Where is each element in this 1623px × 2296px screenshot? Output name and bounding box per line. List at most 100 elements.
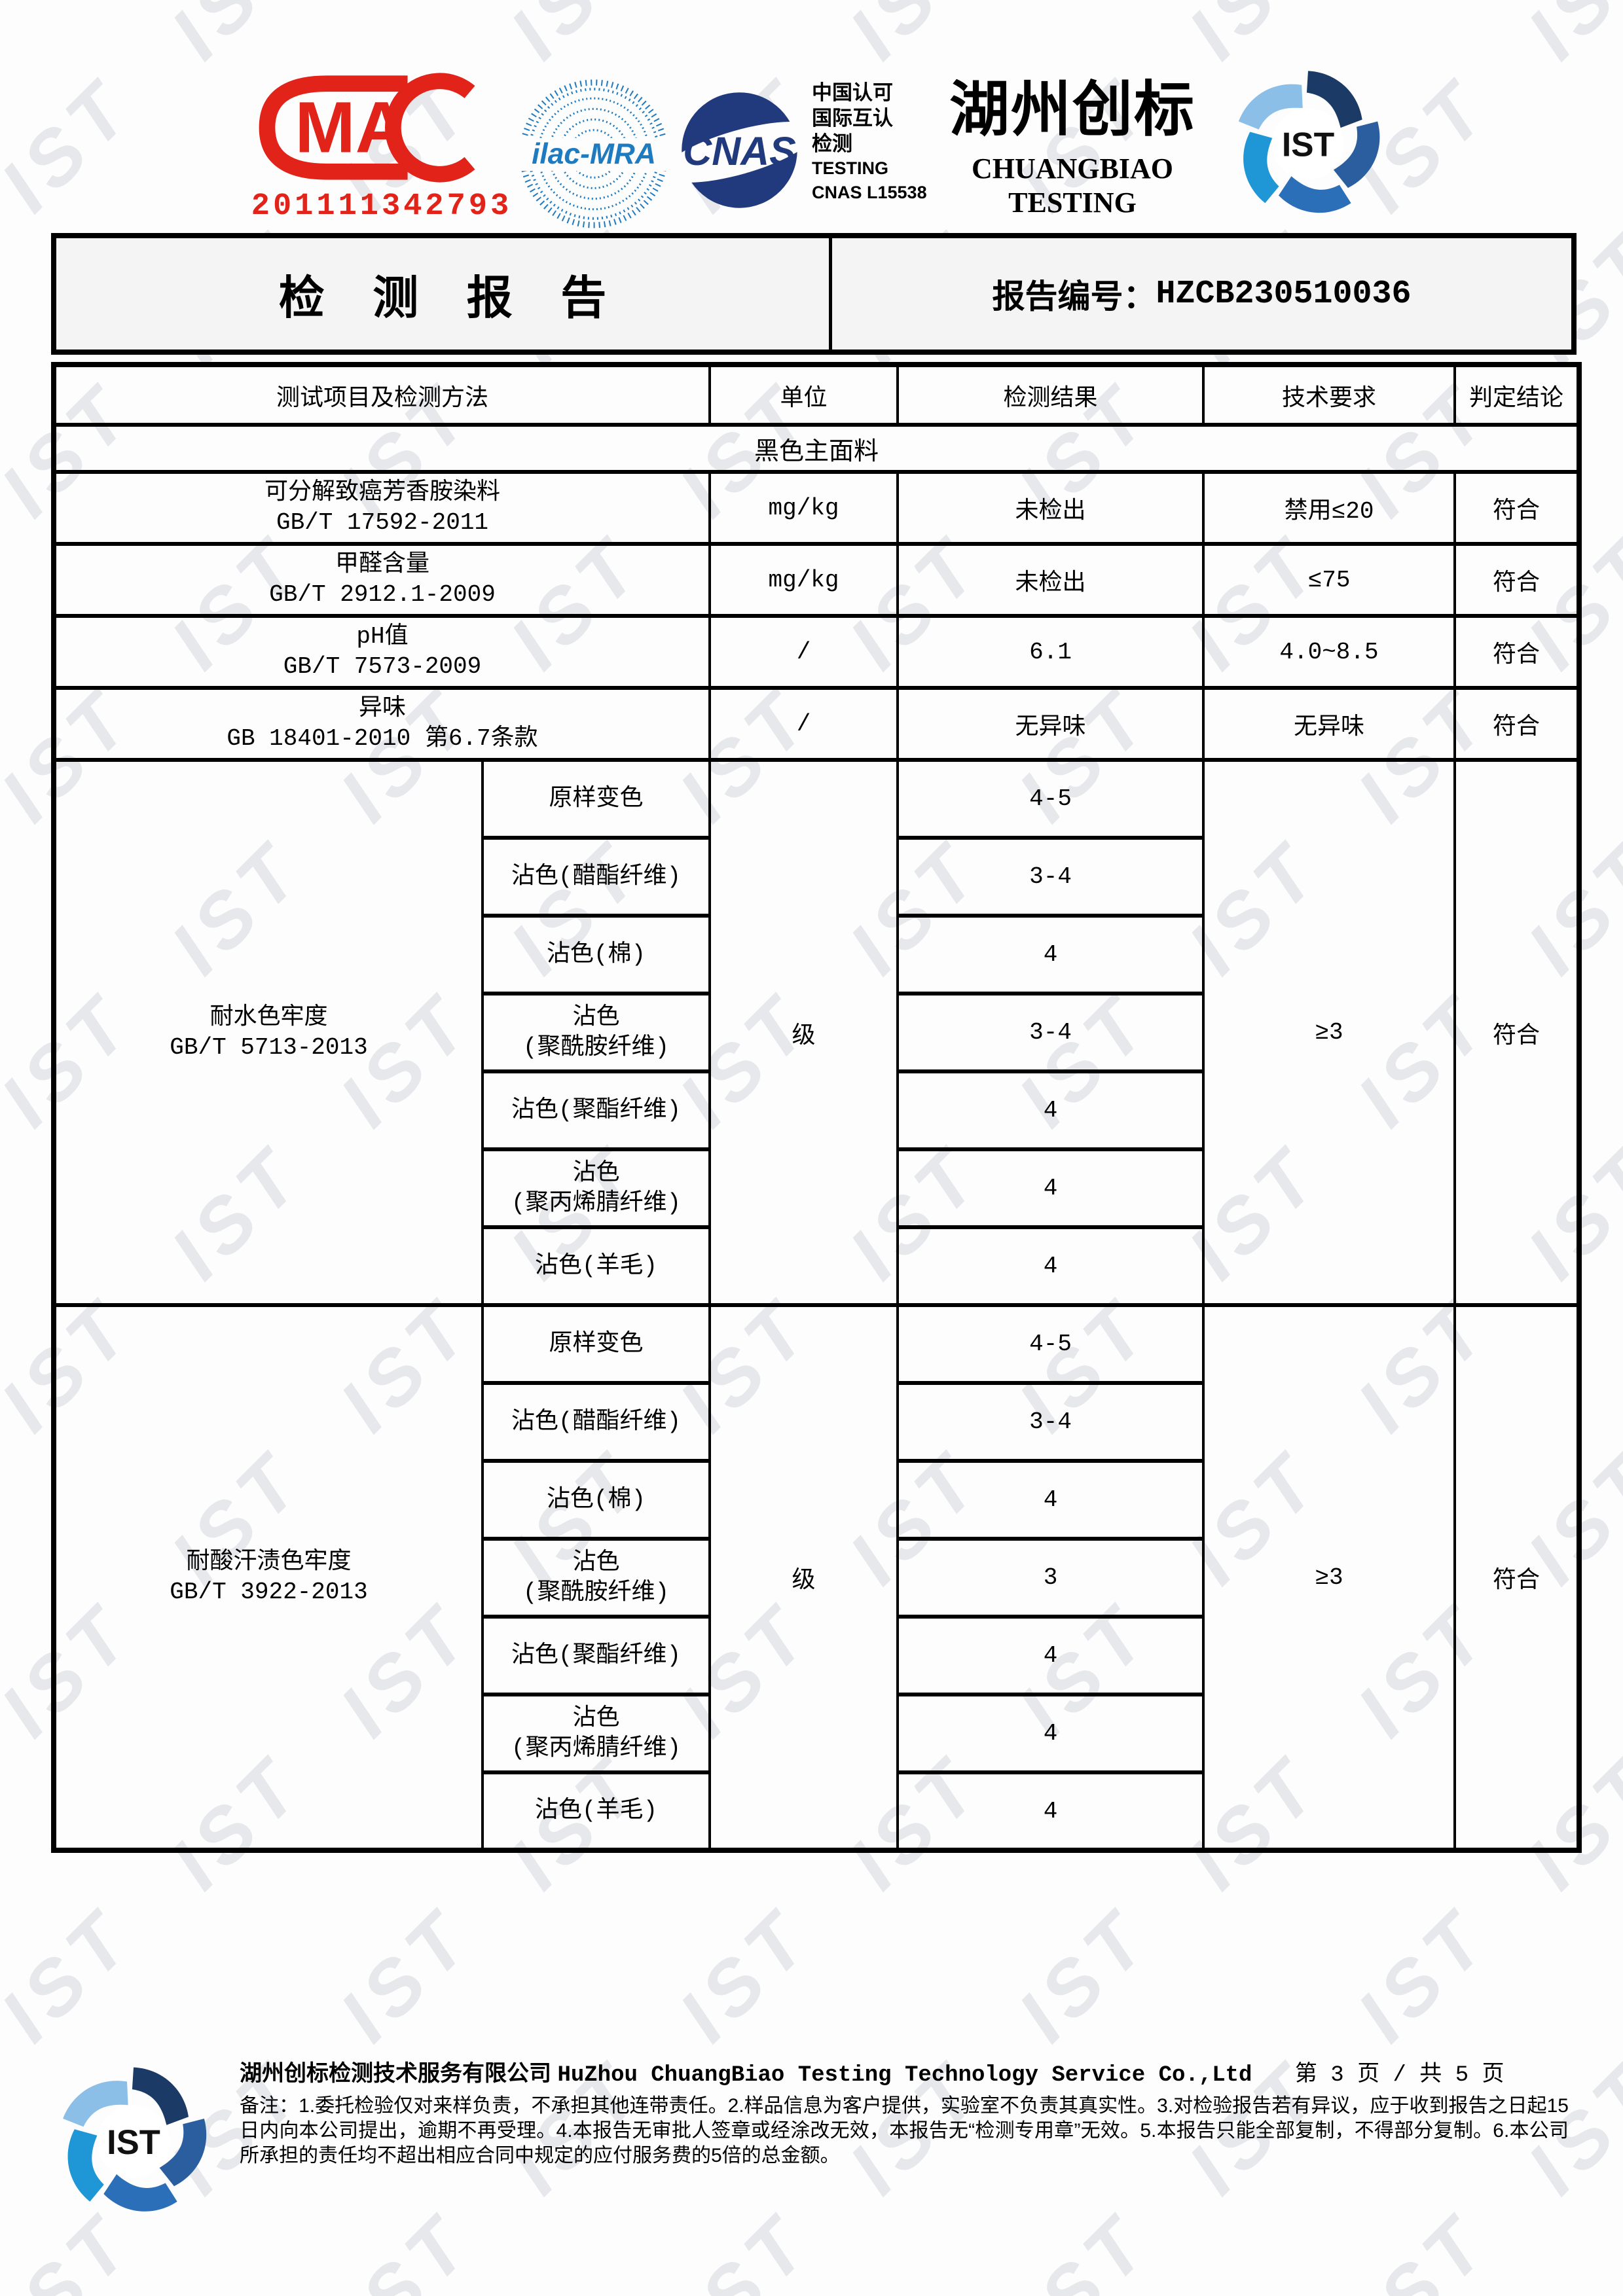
column-header-requirement: 技术要求 [1202,363,1457,427]
result-cell: 4 [896,1693,1205,1774]
table-row: 耐酸汗渍色牢度 GB/T 3922-2013 原样变色 级 4-5 ≥3 符合 [52,1303,1581,1852]
unit-cell: mg/kg [708,470,900,546]
accreditation-line: CNAS L15538 [812,183,927,202]
sample-section-row: 黑色主面料 [52,423,1581,474]
ist-logo-icon: IST [1227,63,1389,228]
cma-number: 201111342793 [251,189,513,224]
column-header-item: 测试项目及检测方法 [52,363,712,427]
result-cell: 无异味 [896,686,1205,762]
requirement-cell: 无异味 [1202,686,1457,762]
report-number: HZCB230510036 [1156,275,1412,313]
table-row: 沾色 (聚酰胺纤维) 3 [54,1537,1579,1619]
table-row: 异味 GB 18401-2010 第6.7条款 / 无异味 无异味 符合 [52,686,1581,762]
sub-item-cell: 沾色(棉) [481,1459,712,1541]
column-header-conclusion: 判定结论 [1453,363,1581,427]
accreditation-text: 中国认可 国际互认 检测 TESTING CNAS L15538 [812,80,927,205]
result-cell: 3-4 [896,992,1205,1073]
conclusion-cell: 符合 [1453,542,1581,618]
conclusion-cell: 符合 [1453,1303,1581,1852]
sub-item-cell: 沾色(羊毛) [481,1225,712,1307]
table-row: 沾色(聚酯纤维) 4 [54,1615,1579,1696]
title-bar: 检 测 报 告 报告编号： HZCB230510036 [51,233,1577,355]
company-name-en: HuZhou ChuangBiao Testing Technology Ser… [557,2063,1252,2088]
test-item-cell: 耐水色牢度 GB/T 5713-2013 [52,758,484,1307]
conclusion-cell: 符合 [1453,686,1581,762]
page-indicator: 第 3 页 / 共 5 页 [1294,2063,1504,2088]
sub-item-cell: 沾色 (聚丙烯腈纤维) [481,1693,712,1774]
unit-cell: mg/kg [708,542,900,618]
lab-name-cn: 湖州创标 [949,77,1195,143]
table-row: 沾色 (聚丙烯腈纤维) 4 [54,1693,1579,1774]
report-title: 检 测 报 告 [56,238,832,350]
test-item-standard: GB/T 17592-2011 [276,509,489,536]
sub-item-cell: 沾色 (聚酰胺纤维) [481,1537,712,1619]
accreditation-line: 中国认可 [812,81,893,104]
column-header-unit: 单位 [708,363,900,427]
test-item-name: 可分解致癌芳香胺染料 [264,479,501,506]
lab-brand-block: 湖州创标 CHUANGBIAO TESTING [935,77,1210,220]
report-number-cell: 报告编号： HZCB230510036 [832,238,1571,350]
result-cell: 4-5 [896,1303,1205,1385]
conclusion-cell: 符合 [1453,758,1581,1307]
result-cell: 4 [896,1225,1205,1307]
result-cell: 6.1 [896,614,1205,690]
test-item-standard: GB/T 5713-2013 [170,1033,368,1061]
table-row: 沾色(醋酯纤维) 3-4 [54,836,1579,918]
table-row: 沾色(棉) 4 [54,914,1579,996]
unit-cell: / [708,614,900,690]
sub-item-cell: 沾色(醋酯纤维) [481,836,712,918]
table-row: 沾色(羊毛) 4 [54,1770,1579,1852]
result-cell: 3-4 [896,836,1205,918]
svg-text:ilac-MRA: ilac-MRA [532,138,656,170]
table-row: 沾色 (聚酰胺纤维) 3-4 [54,992,1579,1073]
ilac-mra-logo-icon: ilac-MRA [517,77,670,234]
cnas-logo-icon: CNAS [663,86,816,219]
test-item-standard: GB 18401-2010 第6.7条款 [227,725,538,752]
table-row: 耐水色牢度 GB/T 5713-2013 原样变色 级 4-5 ≥3 符合 [52,758,1581,1307]
table-row: 沾色(醋酯纤维) 3-4 [54,1381,1579,1463]
header-logo-strip: MA 201111342793 ilac-MRA [51,0,1577,233]
cma-certification-block: MA 201111342793 [247,69,516,224]
conclusion-cell: 符合 [1453,470,1581,546]
svg-text:MA: MA [295,88,407,168]
table-row: 沾色(聚酯纤维) 4 [54,1069,1579,1151]
footer-text-block: 湖州创标检测技术服务有限公司 HuZhou ChuangBiao Testing… [240,2059,1569,2227]
result-cell: 4 [896,914,1205,996]
table-row: 沾色(棉) 4 [54,1459,1579,1541]
conclusion-cell: 符合 [1453,614,1581,690]
test-item-name: 耐水色牢度 [210,1003,328,1031]
lab-name-en: CHUANGBIAO TESTING [935,152,1210,220]
sub-item-cell: 沾色 (聚丙烯腈纤维) [481,1147,712,1229]
lab-name-en-line1: CHUANGBIAO [971,152,1174,185]
result-cell: 4 [896,1147,1205,1229]
company-name-cn: 湖州创标检测技术服务有限公司 [240,2061,551,2086]
sub-item-cell: 沾色(聚酯纤维) [481,1069,712,1151]
table-row: 甲醛含量 GB/T 2912.1-2009 mg/kg 未检出 ≤75 符合 [52,542,1581,618]
test-item-cell: pH值 GB/T 7573-2009 [52,614,712,690]
footer-ist-logo-icon: IST [51,2059,216,2227]
unit-cell: 级 [708,758,900,1307]
requirement-cell: ≤75 [1202,542,1457,618]
results-table: 测试项目及检测方法 单位 检测结果 技术要求 判定结论 黑色主面料 可分解致癌芳… [51,362,1582,1853]
accreditation-line: 国际互认 [812,107,893,130]
result-cell: 4 [896,1615,1205,1696]
test-item-name: 甲醛含量 [335,551,430,578]
test-item-standard: GB/T 3922-2013 [170,1579,368,1605]
cma-logo-icon: MA [247,73,516,188]
requirement-cell: 禁用≤20 [1202,470,1457,546]
sub-item-cell: 沾色 (聚酰胺纤维) [481,992,712,1073]
company-line: 湖州创标检测技术服务有限公司 HuZhou ChuangBiao Testing… [240,2059,1569,2090]
sub-item-cell: 沾色(羊毛) [481,1770,712,1852]
test-item-cell: 耐酸汗渍色牢度 GB/T 3922-2013 [52,1303,484,1852]
report-notes: 备注：1.委托检验仅对来样负责，不承担其他连带责任。2.样品信息为客户提供，实验… [240,2095,1569,2166]
unit-cell: 级 [708,1303,900,1852]
result-cell: 4-5 [896,758,1205,840]
result-cell: 3 [896,1537,1205,1619]
result-cell: 4 [896,1069,1205,1151]
test-item-name: 耐酸汗渍色牢度 [186,1549,352,1575]
result-cell: 4 [896,1770,1205,1852]
sub-item-cell: 沾色(醋酯纤维) [481,1381,712,1463]
result-cell: 3-4 [896,1381,1205,1463]
